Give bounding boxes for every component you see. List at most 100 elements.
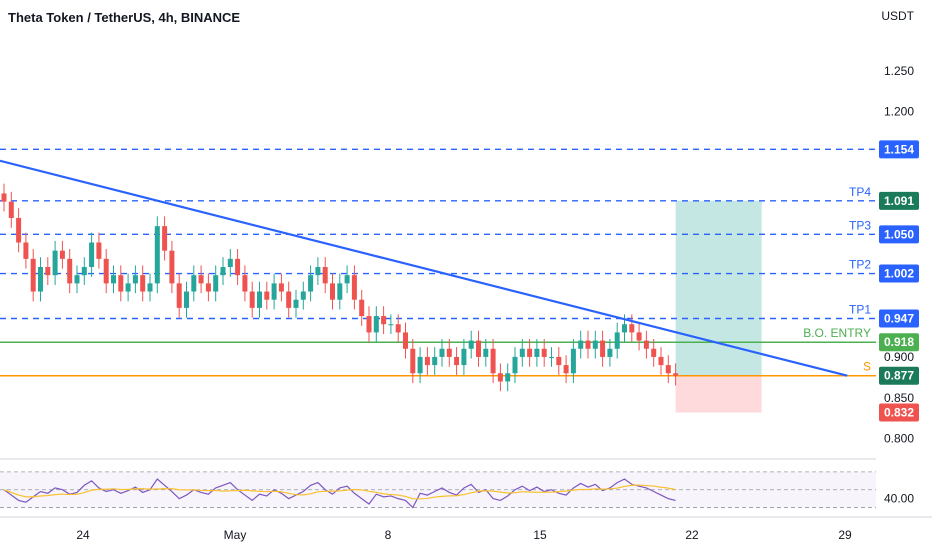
candle-body [403,332,408,349]
candle-body [205,283,211,292]
candle-body [257,291,262,308]
candle-body [96,242,102,259]
candle-body [125,283,131,292]
y-tick-label: 0.800 [884,432,914,446]
candle-body [600,340,606,357]
candle-body [52,250,58,276]
candle-body [271,283,277,300]
x-tick-label: 24 [76,528,90,542]
candle-body [278,283,284,292]
candle-body [439,348,445,357]
candle-body [563,365,569,374]
loss-zone [675,375,762,413]
candle-body [527,348,533,357]
candle-body [249,291,255,308]
candle-body [519,348,525,357]
candle-body [162,226,168,251]
candle-body [30,258,36,292]
x-tick-label: 29 [838,528,852,542]
price-tag-label: 0.877 [884,369,914,383]
candle-body [38,267,43,292]
candle-body [23,242,29,259]
candle-body [140,275,146,292]
candle-body [286,291,292,308]
candle-body [541,348,547,357]
candle-body [45,267,51,276]
price-tag-label: 1.154 [884,142,914,156]
price-tag [879,366,919,385]
candle-body [300,291,306,300]
price-axis: USDT 1.250 1.200 0.900 0.850 0.800 1.091 1.050 1… [876,0,932,550]
candle-body [176,283,182,308]
candle-body [454,356,460,366]
candle-body [366,316,372,333]
candle-body [59,250,65,259]
candle-body [381,316,387,325]
candle-body [468,340,474,349]
candle-body [446,348,452,357]
y-tick-label: 0.850 [884,391,914,405]
x-tick-label: 8 [385,528,392,542]
candle-body [490,348,496,374]
candle-body [497,373,503,382]
level-name-label: S [863,360,871,374]
price-tag [879,225,919,244]
candle-body [213,275,219,292]
candle-body [395,324,401,333]
candle-body [264,291,270,300]
x-tick-label: May [224,528,247,542]
level-name-label: TP4 [849,185,871,199]
candle-body [636,332,642,341]
price-tag [879,333,919,352]
candle-body [132,275,138,284]
x-tick-label: 22 [685,528,699,542]
price-tag-label: 1.091 [884,194,914,208]
candle-body [198,275,204,284]
candle-body [1,193,7,202]
candle-body [505,373,511,382]
price-tag-label: 0.947 [884,312,914,326]
candle-body [8,201,14,218]
level-name-label: TP1 [849,303,871,317]
candle-body [89,242,95,268]
horizontal-levels: TP4 TP3 TP2 TP1 B.O. ENTRY S [0,148,876,377]
candle-body [293,299,299,308]
candle-body [344,275,350,284]
candle-body [74,275,80,284]
y-tick-label: 1.200 [884,105,914,119]
candle-body [614,332,620,349]
candle-body [154,226,160,284]
y-tick-label: 1.250 [884,64,914,78]
candle-body [330,283,335,300]
candle-body [476,340,481,357]
candle-body [512,356,518,374]
candle-body [578,340,584,349]
price-tag [879,309,919,328]
candle-body [424,356,430,366]
candle-body [359,299,365,317]
candle-body [147,283,153,292]
candlestick-series [1,183,679,392]
position-zones [675,200,762,413]
price-tag-label: 0.832 [884,406,914,420]
candle-body [592,340,598,349]
candle-body [483,348,489,357]
level-name-label: B.O. ENTRY [803,326,871,340]
level-name-label: TP2 [849,258,871,272]
rsi-panel: 40.00 [0,458,914,509]
candle-body [417,356,423,374]
candle-body [315,267,321,276]
rsi-ma-line [3,484,676,500]
profit-zone [675,200,762,376]
candle-body [388,324,394,326]
candle-body [461,348,467,366]
candle-body [673,373,679,376]
price-tag [879,191,919,210]
candle-body [235,258,241,276]
level-name-label: TP3 [849,218,871,232]
candle-body [607,348,613,357]
candle-body [191,275,197,292]
time-axis: 24 May 8 15 22 29 [0,516,932,542]
candle-body [308,275,314,292]
